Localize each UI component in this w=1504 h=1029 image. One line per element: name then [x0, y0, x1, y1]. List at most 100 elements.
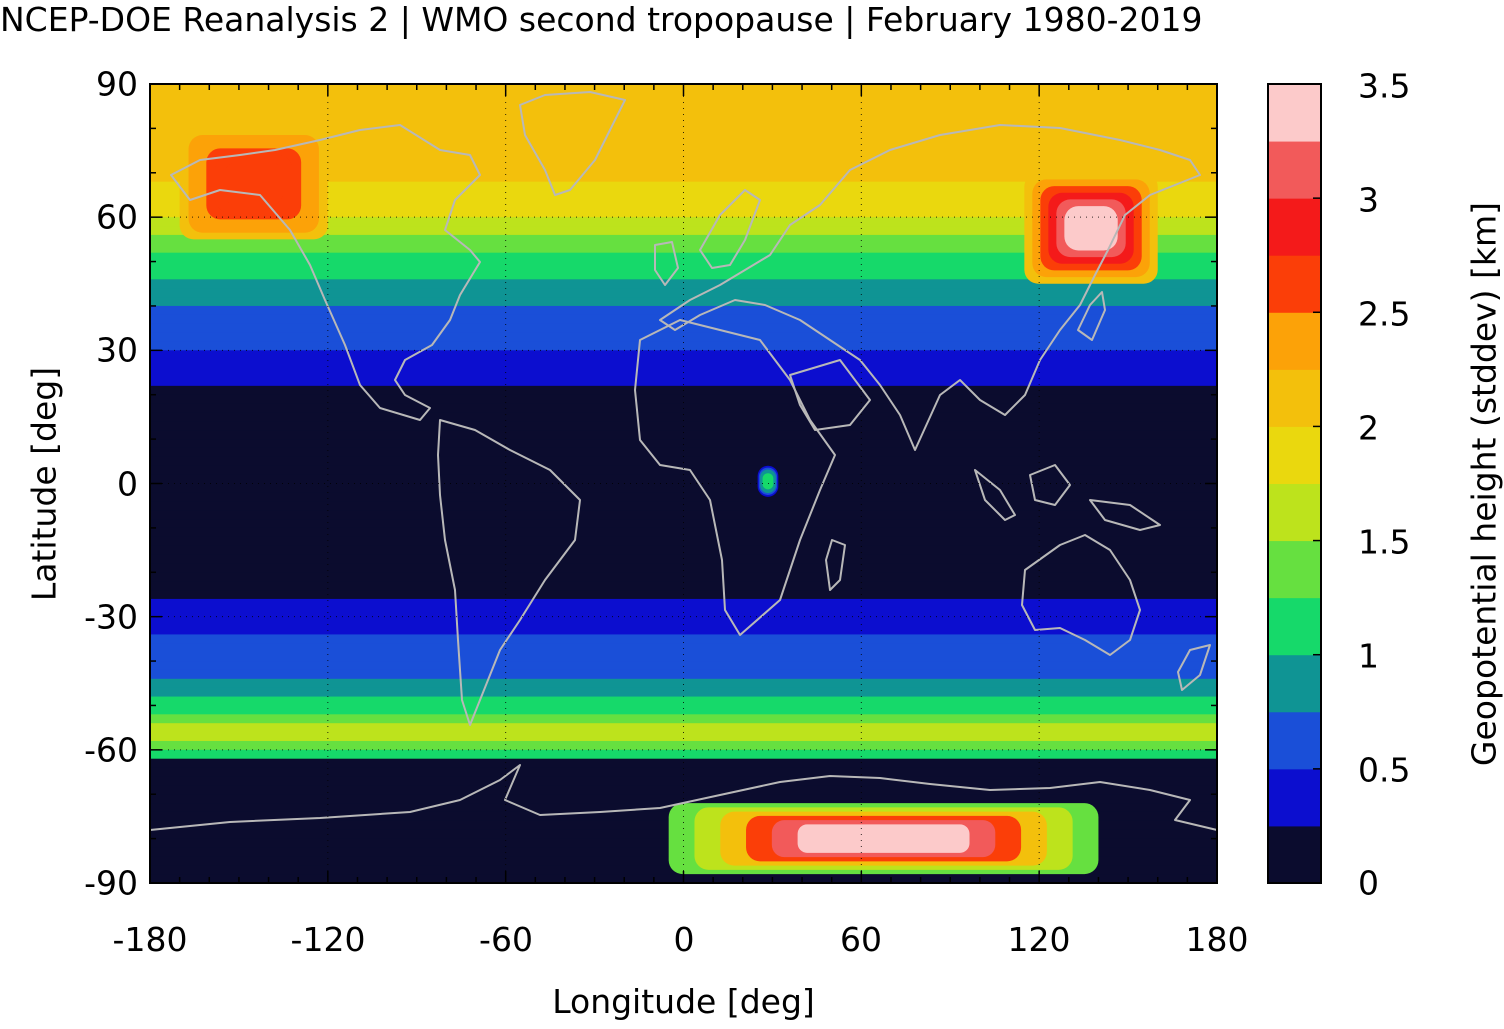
colorbar-swatch: [1268, 426, 1321, 484]
heatmap-band: [150, 465, 1217, 476]
heatmap-band: [150, 767, 1217, 778]
heatmap-band: [150, 740, 1217, 751]
heatmap-band: [150, 519, 1217, 529]
heatmap-band: [150, 305, 1217, 316]
heatmap-band: [150, 527, 1217, 538]
coastline-north-america: [170, 124, 481, 421]
colorbar-label: Geopotential height (stddev) [km]: [1464, 201, 1504, 767]
heatmap-band: [150, 350, 1217, 360]
coastline-greenland: [519, 91, 626, 196]
colorbar-swatch: [1268, 483, 1321, 542]
coastline-madagascar: [825, 539, 846, 591]
heatmap-band: [150, 92, 1217, 103]
heatmap-band: [150, 563, 1217, 573]
heatmap-band: [150, 172, 1217, 183]
heatmap-band: [150, 341, 1217, 351]
colorbar-swatch: [1268, 369, 1321, 427]
heatmap-band: [150, 634, 1217, 644]
heatmap-hotspot: [797, 824, 970, 853]
colorbar-swatch: [1268, 768, 1321, 827]
colorbar-tick-label: 2: [1358, 408, 1379, 448]
y-tick-label: 0: [117, 464, 138, 504]
heatmap-hotspot: [224, 161, 284, 207]
heatmap-band: [150, 616, 1217, 627]
colorbar-swatch: [1268, 84, 1321, 142]
heatmap-band: [150, 110, 1217, 121]
heatmap-band: [150, 456, 1217, 467]
heatmap-band: [150, 439, 1217, 449]
colorbar-tick-label: 0: [1358, 863, 1379, 903]
heatmap-band: [150, 314, 1217, 325]
y-tick-label: -30: [84, 597, 138, 637]
heatmap-band: [150, 678, 1217, 689]
x-tick-label: -120: [290, 920, 366, 959]
heatmap-band: [150, 723, 1217, 733]
heatmap-band: [150, 598, 1217, 609]
heatmap-band: [150, 661, 1217, 671]
coastline-new-zealand: [1177, 644, 1211, 691]
chart-title: NCEP-DOE Reanalysis 2 | WMO second tropo…: [0, 0, 1203, 39]
heatmap-band: [150, 128, 1217, 138]
heatmap-band: [150, 447, 1217, 458]
heatmap-band: [150, 101, 1217, 112]
heatmap-band: [150, 359, 1217, 369]
y-tick-label: -90: [84, 863, 138, 903]
coastline-africa: [634, 319, 836, 636]
y-tick-label: 60: [96, 197, 138, 237]
heatmap-band: [150, 394, 1217, 405]
heatmap-band: [150, 536, 1217, 547]
colorbar-frame: [1267, 83, 1322, 884]
heatmap-band: [150, 226, 1217, 236]
coastline-scandinavia: [699, 189, 761, 269]
heatmap-band: [150, 323, 1217, 334]
y-tick-label: -60: [84, 730, 138, 770]
heatmap-band: [150, 749, 1217, 760]
y-tick-label: 90: [96, 64, 138, 104]
heatmap-band: [150, 483, 1217, 493]
colorbar-swatch: [1268, 141, 1321, 199]
heatmap-band: [150, 261, 1217, 272]
heatmap-band: [150, 696, 1217, 707]
heatmap-band: [150, 492, 1217, 502]
heatmap-band: [150, 705, 1217, 715]
heatmap-hotspot: [763, 475, 773, 488]
colorbar-swatch: [1268, 597, 1321, 656]
colorbar-tick-label: 1.5: [1358, 522, 1411, 562]
coastline-arabia: [789, 359, 871, 431]
colorbar-swatch: [1268, 312, 1321, 370]
colorbar-tick-label: 3.5: [1358, 66, 1411, 106]
x-tick-label: 0: [673, 920, 695, 959]
heatmap-band: [150, 208, 1217, 218]
heatmap-band: [150, 412, 1217, 422]
colorbar-swatch: [1268, 540, 1321, 599]
heatmap-band: [150, 430, 1217, 440]
heatmap-band: [150, 554, 1217, 564]
y-tick-label: 30: [96, 330, 138, 370]
colorbar-swatch: [1268, 255, 1321, 313]
heatmap-band: [150, 332, 1217, 343]
axis-ticks: [149, 83, 1218, 884]
x-tick-label: 120: [1007, 920, 1071, 959]
heatmap-band: [150, 243, 1217, 254]
coastline-borneo: [1029, 464, 1071, 506]
heatmap-band: [150, 234, 1217, 245]
heatmap-band: [150, 376, 1217, 387]
heatmap-band: [150, 785, 1217, 795]
heatmap-band: [150, 652, 1217, 662]
heatmap-band: [150, 501, 1217, 511]
x-tick-label: -60: [479, 920, 533, 959]
colorbar-tick-label: 3: [1358, 180, 1379, 220]
heatmap-band: [150, 758, 1217, 769]
heatmap-band: [150, 217, 1217, 227]
heatmap-band: [150, 190, 1217, 201]
x-axis-label: Longitude [deg]: [552, 982, 815, 1021]
colorbar: [1268, 83, 1321, 884]
y-axis-label: Latitude [deg]: [24, 366, 64, 602]
coastline-south-america: [437, 419, 581, 726]
heatmap-band: [150, 581, 1217, 591]
heatmap-band: [150, 474, 1217, 485]
heatmap-band: [150, 155, 1217, 165]
coastline-japan: [1077, 291, 1106, 341]
heatmap-band: [150, 270, 1217, 280]
